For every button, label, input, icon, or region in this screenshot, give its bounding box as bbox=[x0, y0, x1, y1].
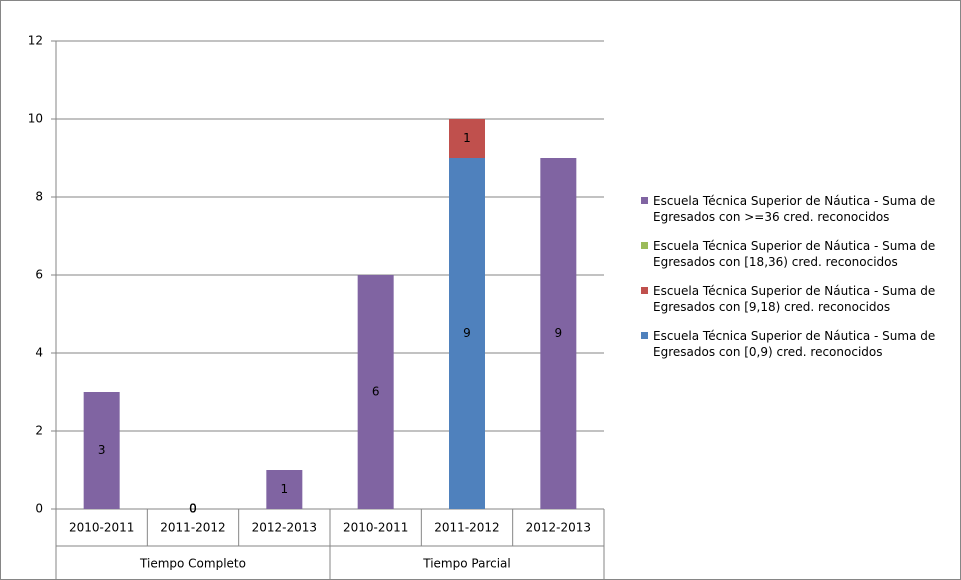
data-label: 6 bbox=[372, 385, 380, 399]
legend-item: Escuela Técnica Superior de Náutica - Su… bbox=[641, 238, 941, 283]
data-label: 0 bbox=[189, 502, 197, 516]
data-label: 0 bbox=[189, 502, 197, 516]
y-tick-label: 12 bbox=[28, 34, 43, 48]
bar bbox=[449, 119, 485, 158]
y-tick-label: 8 bbox=[35, 190, 43, 204]
x-tick-label: 2012-2013 bbox=[252, 521, 317, 535]
x-tick-label: 2010-2011 bbox=[69, 521, 134, 535]
bar bbox=[357, 275, 394, 509]
legend-swatch bbox=[641, 287, 648, 294]
x-tick-label: 2011-2012 bbox=[160, 521, 225, 535]
data-label: 9 bbox=[555, 326, 563, 340]
y-tick-label: 10 bbox=[28, 112, 43, 126]
legend-label: Escuela Técnica Superior de Náutica - Su… bbox=[653, 284, 936, 314]
x-tick-label: 2010-2011 bbox=[343, 521, 408, 535]
legend-label: Escuela Técnica Superior de Náutica - Su… bbox=[653, 329, 936, 359]
legend: Escuela Técnica Superior de Náutica - Su… bbox=[641, 193, 941, 373]
y-tick-label: 4 bbox=[35, 346, 43, 360]
bar bbox=[540, 158, 577, 509]
bar bbox=[449, 158, 485, 509]
legend-item: Escuela Técnica Superior de Náutica - Su… bbox=[641, 283, 941, 328]
bar bbox=[83, 392, 120, 509]
data-label: 0 bbox=[189, 502, 197, 516]
legend-label: Escuela Técnica Superior de Náutica - Su… bbox=[653, 239, 936, 269]
legend-label: Escuela Técnica Superior de Náutica - Su… bbox=[653, 194, 936, 224]
legend-item: Escuela Técnica Superior de Náutica - Su… bbox=[641, 328, 941, 373]
y-tick-label: 6 bbox=[35, 268, 43, 282]
legend-swatch bbox=[641, 242, 648, 249]
data-label: 1 bbox=[463, 131, 471, 145]
x-tick-label: 2011-2012 bbox=[434, 521, 499, 535]
bar bbox=[266, 470, 303, 509]
legend-item: Escuela Técnica Superior de Náutica - Su… bbox=[641, 193, 941, 238]
data-label: 3 bbox=[98, 443, 106, 457]
data-label: 0 bbox=[189, 502, 197, 516]
y-tick-label: 0 bbox=[35, 502, 43, 516]
x-tick-label: 2012-2013 bbox=[526, 521, 591, 535]
data-label: 9 bbox=[463, 326, 471, 340]
legend-swatch bbox=[641, 197, 648, 204]
group-label: Tiempo Parcial bbox=[422, 557, 510, 571]
y-tick-label: 2 bbox=[35, 424, 43, 438]
group-label: Tiempo Completo bbox=[139, 557, 246, 571]
legend-swatch bbox=[641, 332, 648, 339]
data-label: 1 bbox=[281, 482, 289, 496]
